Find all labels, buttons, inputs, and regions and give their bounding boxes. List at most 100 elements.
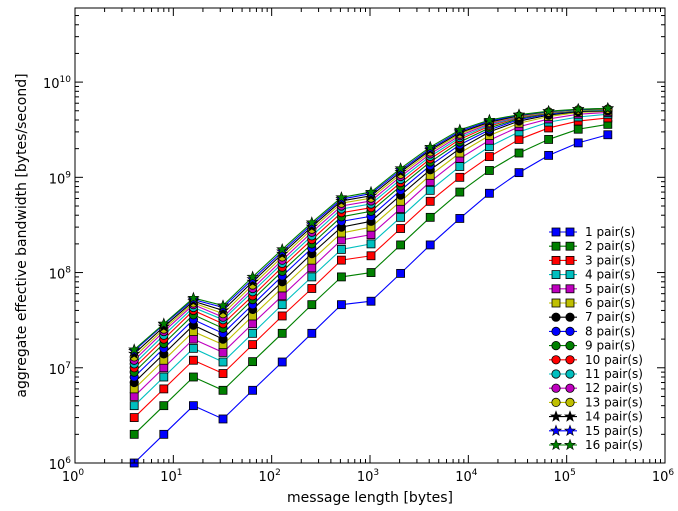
data-point-series-4 bbox=[396, 212, 406, 222]
data-point-series-5 bbox=[277, 291, 287, 301]
y-tick-label-base: 10 bbox=[49, 268, 66, 283]
x-tick-label-base: 10 bbox=[160, 470, 177, 485]
legend-label: 1 pair(s) bbox=[585, 225, 635, 239]
legend-label: 15 pair(s) bbox=[585, 424, 643, 438]
legend-marker bbox=[565, 355, 575, 365]
legend-marker bbox=[565, 326, 575, 336]
data-point-series-5 bbox=[307, 263, 317, 273]
x-tick-label: 106 bbox=[652, 468, 675, 485]
data-point-series-1 bbox=[425, 240, 435, 250]
data-point-series-4 bbox=[218, 357, 228, 367]
data-point-series-16 bbox=[453, 123, 466, 136]
legend-item: 3 pair(s) bbox=[549, 253, 635, 267]
legend-marker bbox=[549, 410, 563, 422]
x-tick-label-exponent: 1 bbox=[177, 468, 183, 478]
legend-marker bbox=[565, 255, 575, 265]
data-point-series-16 bbox=[542, 104, 555, 117]
data-point-series-1 bbox=[485, 188, 494, 198]
y-tick-label-exponent: 8 bbox=[65, 266, 71, 276]
data-point-series-16 bbox=[512, 108, 526, 120]
data-point-series-1 bbox=[307, 328, 317, 338]
data-point-series-5 bbox=[366, 230, 376, 240]
data-point-series-4 bbox=[189, 343, 198, 353]
legend-marker bbox=[565, 369, 575, 379]
data-point-series-16 bbox=[276, 243, 289, 255]
series-markers-layer bbox=[128, 101, 614, 468]
series-line-2 bbox=[133, 123, 608, 435]
legend-item: 4 pair(s) bbox=[549, 268, 635, 282]
data-point-series-1 bbox=[544, 150, 554, 160]
data-point-series-2 bbox=[307, 300, 317, 310]
legend-label: 10 pair(s) bbox=[585, 353, 643, 367]
legend-marker bbox=[551, 284, 561, 294]
data-point-series-3 bbox=[425, 196, 435, 206]
y-tick-label: 108 bbox=[49, 266, 72, 283]
x-tick-label-exponent: 3 bbox=[373, 468, 379, 478]
legend-item: 10 pair(s) bbox=[549, 353, 643, 367]
legend-item: 7 pair(s) bbox=[549, 310, 635, 324]
legend-marker bbox=[563, 438, 577, 451]
data-point-series-16 bbox=[246, 270, 259, 283]
x-tick-label-base: 10 bbox=[259, 470, 276, 485]
legend-item: 2 pair(s) bbox=[549, 239, 635, 253]
y-tick-label-exponent: 7 bbox=[65, 361, 71, 371]
x-tick-label: 104 bbox=[455, 468, 478, 485]
x-tick-label-exponent: 4 bbox=[472, 468, 478, 478]
legend-marker bbox=[551, 383, 561, 393]
data-point-series-2 bbox=[455, 187, 465, 197]
data-point-series-5 bbox=[248, 319, 258, 329]
data-point-series-2 bbox=[218, 385, 228, 395]
data-point-series-2 bbox=[396, 240, 406, 250]
data-point-series-1 bbox=[603, 130, 613, 140]
data-point-series-1 bbox=[159, 429, 169, 439]
legend-marker bbox=[551, 340, 561, 351]
x-tick-label-base: 10 bbox=[455, 470, 472, 485]
data-point-series-4 bbox=[425, 185, 435, 195]
data-point-series-4 bbox=[337, 245, 346, 254]
legend-marker bbox=[551, 298, 561, 308]
legend-item: 1 pair(s) bbox=[549, 225, 635, 239]
y-tick-label-exponent: 6 bbox=[65, 456, 71, 466]
legend-label: 13 pair(s) bbox=[585, 395, 643, 409]
data-point-series-16 bbox=[424, 140, 437, 153]
legend-marker bbox=[565, 397, 575, 407]
data-point-series-3 bbox=[159, 384, 169, 394]
y-tick-label-base: 10 bbox=[43, 77, 60, 92]
data-point-series-3 bbox=[129, 413, 139, 422]
data-point-series-2 bbox=[248, 357, 258, 367]
data-point-series-2 bbox=[277, 328, 287, 338]
data-point-series-1 bbox=[189, 401, 198, 411]
legend-item: 14 pair(s) bbox=[549, 410, 643, 424]
series-line-6 bbox=[133, 110, 608, 390]
data-point-series-3 bbox=[248, 340, 258, 350]
legend-label: 8 pair(s) bbox=[585, 324, 635, 338]
data-point-series-1 bbox=[573, 138, 583, 148]
legend-label: 3 pair(s) bbox=[585, 253, 635, 267]
legend-marker bbox=[565, 383, 575, 393]
legend-marker bbox=[551, 397, 561, 407]
x-tick-label: 102 bbox=[259, 468, 281, 485]
legend-label: 11 pair(s) bbox=[585, 367, 643, 381]
data-point-series-3 bbox=[485, 152, 494, 162]
data-point-series-4 bbox=[366, 239, 376, 249]
legend-item: 11 pair(s) bbox=[549, 367, 643, 381]
data-point-series-1 bbox=[218, 414, 228, 424]
legend-marker bbox=[565, 312, 575, 322]
legend-marker bbox=[551, 227, 561, 237]
legend-marker bbox=[551, 270, 561, 280]
y-tick-label-base: 10 bbox=[49, 172, 66, 187]
x-tick-label-base: 10 bbox=[357, 470, 374, 485]
legend-marker bbox=[565, 241, 575, 251]
data-point-series-2 bbox=[514, 148, 524, 158]
data-point-series-16 bbox=[394, 162, 407, 174]
data-point-series-16 bbox=[572, 102, 585, 115]
legend-marker bbox=[551, 369, 561, 379]
x-tick-label: 105 bbox=[554, 468, 576, 485]
data-point-series-2 bbox=[366, 268, 376, 277]
data-point-series-16 bbox=[601, 101, 614, 114]
data-point-series-2 bbox=[129, 429, 139, 439]
data-point-series-2 bbox=[337, 272, 346, 282]
legend-label: 7 pair(s) bbox=[585, 310, 635, 324]
legend-item: 9 pair(s) bbox=[549, 339, 635, 353]
